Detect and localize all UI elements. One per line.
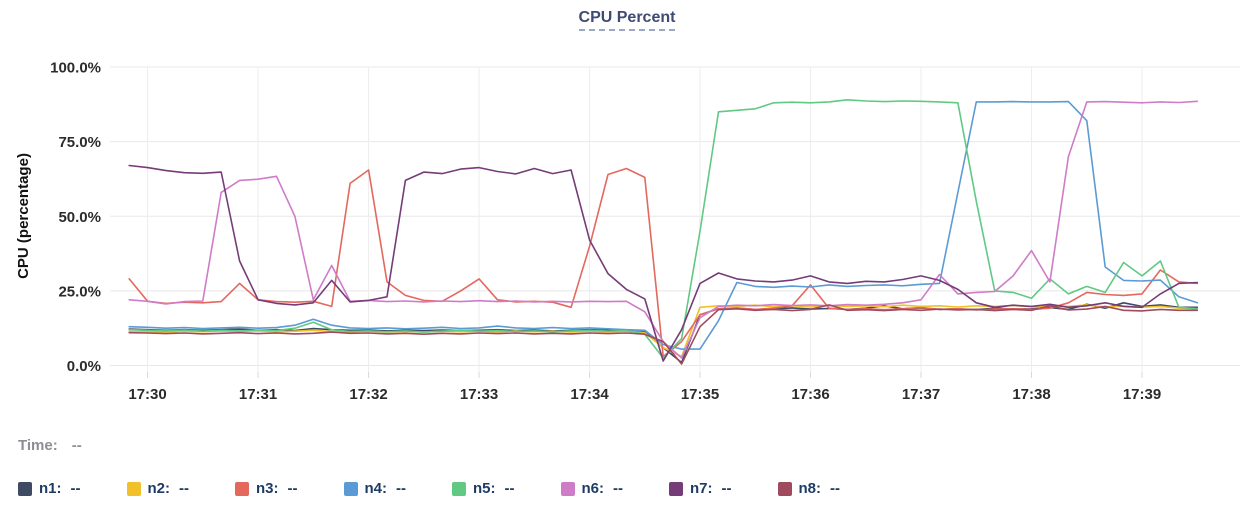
legend-label: n1: bbox=[39, 480, 62, 497]
y-tick-label: 0.0% bbox=[67, 358, 101, 375]
legend-swatch-n4 bbox=[343, 481, 358, 496]
legend: n1: -- n2: -- n3: -- n4: -- n5: -- n6: -- n7: -- n8: -- bbox=[18, 480, 840, 497]
x-tick-label: 17:34 bbox=[570, 386, 609, 403]
series-line-n4[interactable] bbox=[128, 100, 1199, 350]
chart-title-wrap: CPU Percent bbox=[0, 9, 1254, 31]
legend-value: -- bbox=[287, 480, 298, 497]
legend-item-n5[interactable]: n5: -- bbox=[452, 480, 515, 497]
legend-item-n4[interactable]: n4: -- bbox=[343, 480, 406, 497]
chart-title[interactable]: CPU Percent bbox=[578, 9, 676, 31]
x-tick-label: 17:36 bbox=[791, 386, 829, 403]
x-tick-label: 17:30 bbox=[128, 386, 166, 403]
legend-swatch-n6 bbox=[560, 481, 575, 496]
legend-item-n2[interactable]: n2: -- bbox=[126, 480, 189, 497]
gridlines bbox=[110, 66, 1240, 378]
x-tick-label: 17:33 bbox=[460, 386, 498, 403]
legend-label: n8: bbox=[798, 480, 822, 497]
series-line-n5[interactable] bbox=[128, 99, 1199, 359]
series-line-n8[interactable] bbox=[128, 304, 1199, 365]
legend-swatch-n3 bbox=[235, 481, 249, 496]
legend-value: -- bbox=[613, 480, 623, 497]
legend-item-n3[interactable]: n3: -- bbox=[235, 480, 298, 497]
legend-label: n7: bbox=[690, 480, 713, 497]
legend-label: n6: bbox=[581, 480, 605, 497]
legend-item-n6[interactable]: n6: -- bbox=[560, 480, 623, 497]
x-tick-label: 17:39 bbox=[1123, 386, 1161, 403]
y-tick-label: 25.0% bbox=[58, 283, 101, 300]
series-line-n6[interactable] bbox=[128, 100, 1199, 359]
cpu-percent-chart[interactable]: 0.0% 25.0% 50.0% 75.0% 100.0% 17:30 17:31 17:32… bbox=[0, 0, 1254, 420]
legend-swatch-n2 bbox=[126, 481, 141, 496]
legend-value: -- bbox=[70, 480, 81, 497]
y-tick-label: 50.0% bbox=[58, 209, 101, 226]
legend-swatch-n1 bbox=[18, 481, 32, 496]
legend-value: -- bbox=[504, 480, 515, 497]
legend-value: -- bbox=[721, 480, 732, 497]
legend-swatch-n8 bbox=[777, 481, 792, 496]
legend-item-n8[interactable]: n8: -- bbox=[777, 480, 840, 497]
legend-label: n4: bbox=[364, 480, 388, 497]
legend-item-n1[interactable]: n1: -- bbox=[18, 480, 81, 497]
x-tick-label: 17:37 bbox=[902, 386, 940, 403]
legend-value: -- bbox=[179, 480, 189, 497]
legend-value: -- bbox=[396, 480, 406, 497]
y-tick-label: 75.0% bbox=[58, 134, 101, 151]
legend-label: n5: bbox=[473, 480, 496, 497]
x-tick-label: 17:31 bbox=[239, 386, 277, 403]
series-line-n7[interactable] bbox=[128, 164, 1199, 362]
legend-label: n3: bbox=[256, 480, 279, 497]
legend-swatch-n7 bbox=[669, 481, 683, 496]
legend-value: -- bbox=[830, 480, 840, 497]
axis-labels: 0.0% 25.0% 50.0% 75.0% 100.0% 17:30 17:31 17:32… bbox=[15, 60, 1161, 404]
x-tick-label: 17:35 bbox=[681, 386, 719, 403]
time-value: -- bbox=[71, 437, 82, 454]
x-tick-label: 17:38 bbox=[1012, 386, 1050, 403]
y-tick-label: 100.0% bbox=[50, 60, 101, 77]
y-axis-title: CPU (percentage) bbox=[15, 153, 32, 279]
series-lines bbox=[128, 99, 1199, 365]
time-row: Time: -- bbox=[18, 437, 82, 454]
series-line-n2[interactable] bbox=[128, 304, 1199, 358]
legend-item-n7[interactable]: n7: -- bbox=[669, 480, 732, 497]
legend-swatch-n5 bbox=[452, 481, 466, 496]
time-label: Time: bbox=[18, 437, 58, 454]
x-tick-label: 17:32 bbox=[349, 386, 387, 403]
legend-label: n2: bbox=[147, 480, 171, 497]
